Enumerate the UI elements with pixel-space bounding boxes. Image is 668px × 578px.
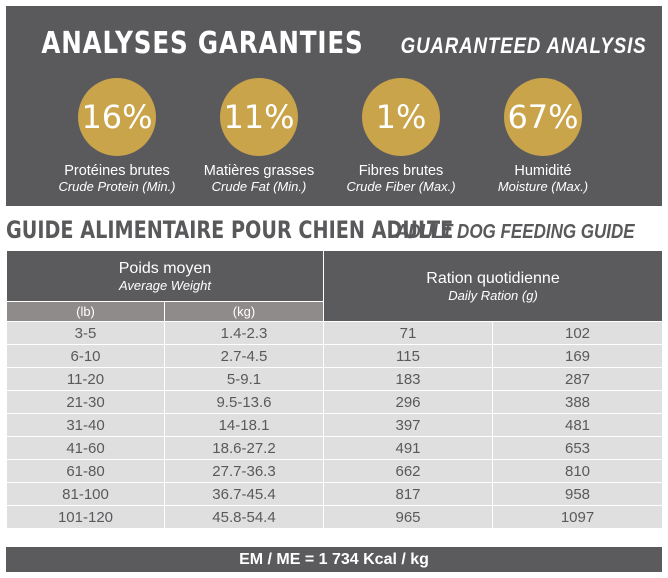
table-cell: 1097 [492,505,663,529]
table-cell: 101-120 [6,505,165,529]
table-row: 3-5 1.4-2.3 71 102 [6,321,663,345]
table-cell: 102 [492,321,663,345]
table-cell: 31-40 [6,413,165,437]
table-cell: 810 [492,459,663,483]
table-cell: 71 [323,321,493,345]
analysis-item: 1% Fibres brutes Crude Fiber (Max.) [326,78,476,194]
table-row: 101-120 45.8-54.4 965 1097 [6,505,663,529]
kg-header: (kg) [164,301,324,322]
table-cell: 958 [492,482,663,506]
table-row: 6-10 2.7-4.5 115 169 [6,344,663,368]
table-cell: 388 [492,390,663,414]
table-row: 31-40 14-18.1 397 481 [6,413,663,437]
table-cell: 115 [323,344,493,368]
label-fr: Matières grasses [203,163,315,179]
analysis-item: 16% Protéines brutes Crude Protein (Min.) [42,78,192,194]
table-cell: 11-20 [6,367,165,391]
table-cell: 183 [323,367,493,391]
label-en: Moisture (Max.) [497,179,589,194]
table-cell: 653 [492,436,663,460]
table-cell: 5-9.1 [164,367,324,391]
table-cell: 6-10 [6,344,165,368]
ration-header-en: Daily Ration (g) [448,287,538,303]
table-cell: 27.7-36.3 [164,459,324,483]
table-cell: 14-18.1 [164,413,324,437]
table-cell: 2.7-4.5 [164,344,324,368]
table-row: 81-100 36.7-45.4 817 958 [6,482,663,506]
table-cell: 41-60 [6,436,165,460]
analysis-item: 67% Humidité Moisture (Max.) [468,78,618,194]
ration-header-fr: Ration quotidienne [426,269,560,287]
label-fr: Protéines brutes [64,163,170,179]
analysis-title-en: GUARANTEED ANALYSIS [400,33,647,58]
feeding-guide-title-fr: GUIDE ALIMENTAIRE POUR CHIEN ADULTE [6,216,454,244]
label-en: Crude Fiber (Max.) [346,179,456,194]
table-cell: 287 [492,367,663,391]
label-fr: Fibres brutes [358,163,444,179]
analysis-title-fr: ANALYSES GARANTIES [41,26,364,61]
table-cell: 3-5 [6,321,165,345]
table-cell: 662 [323,459,493,483]
table-cell: 81-100 [6,482,165,506]
table-cell: 481 [492,413,663,437]
table-cell: 1.4-2.3 [164,321,324,345]
label-fr: Humidité [514,163,572,179]
table-cell: 45.8-54.4 [164,505,324,529]
feeding-guide-title: GUIDE ALIMENTAIRE POUR CHIEN ADULTEADULT… [6,216,668,244]
table-cell: 61-80 [6,459,165,483]
table-cell: 965 [323,505,493,529]
weight-header-en: Average Weight [118,277,212,293]
table-row: 41-60 18.6-27.2 491 653 [6,436,663,460]
table-cell: 36.7-45.4 [164,482,324,506]
value-circle: 67% [504,78,582,156]
analysis-item: 11% Matières grasses Crude Fat (Min.) [184,78,334,194]
weight-header-fr: Poids moyen [118,259,212,277]
ration-header: Ration quotidienne Daily Ration (g) [323,250,663,322]
value-circle: 16% [78,78,156,156]
energy-footer: EM / ME = 1 734 Kcal / kg [6,547,662,572]
label-en: Crude Fat (Min.) [211,179,307,194]
guaranteed-analysis-panel: ANALYSES GARANTIES GUARANTEED ANALYSIS 1… [6,6,662,206]
feeding-guide-title-en: ADULT DOG FEEDING GUIDE [396,221,635,243]
table-row: 11-20 5-9.1 183 287 [6,367,663,391]
weight-header: Poids moyen Average Weight [6,250,324,302]
table-cell: 18.6-27.2 [164,436,324,460]
table-row: 61-80 27.7-36.3 662 810 [6,459,663,483]
table-cell: 21-30 [6,390,165,414]
table-cell: 491 [323,436,493,460]
table-row: 21-30 9.5-13.6 296 388 [6,390,663,414]
table-cell: 169 [492,344,663,368]
table-cell: 296 [323,390,493,414]
table-cell: 397 [323,413,493,437]
value-circle: 1% [362,78,440,156]
table-cell: 9.5-13.6 [164,390,324,414]
value-circle: 11% [220,78,298,156]
table-cell: 817 [323,482,493,506]
label-en: Crude Protein (Min.) [58,179,176,194]
feeding-table: Poids moyen Average Weight Ration quotidi… [6,250,663,529]
analysis-title: ANALYSES GARANTIES GUARANTEED ANALYSIS [6,26,662,61]
lb-header: (lb) [6,301,165,322]
